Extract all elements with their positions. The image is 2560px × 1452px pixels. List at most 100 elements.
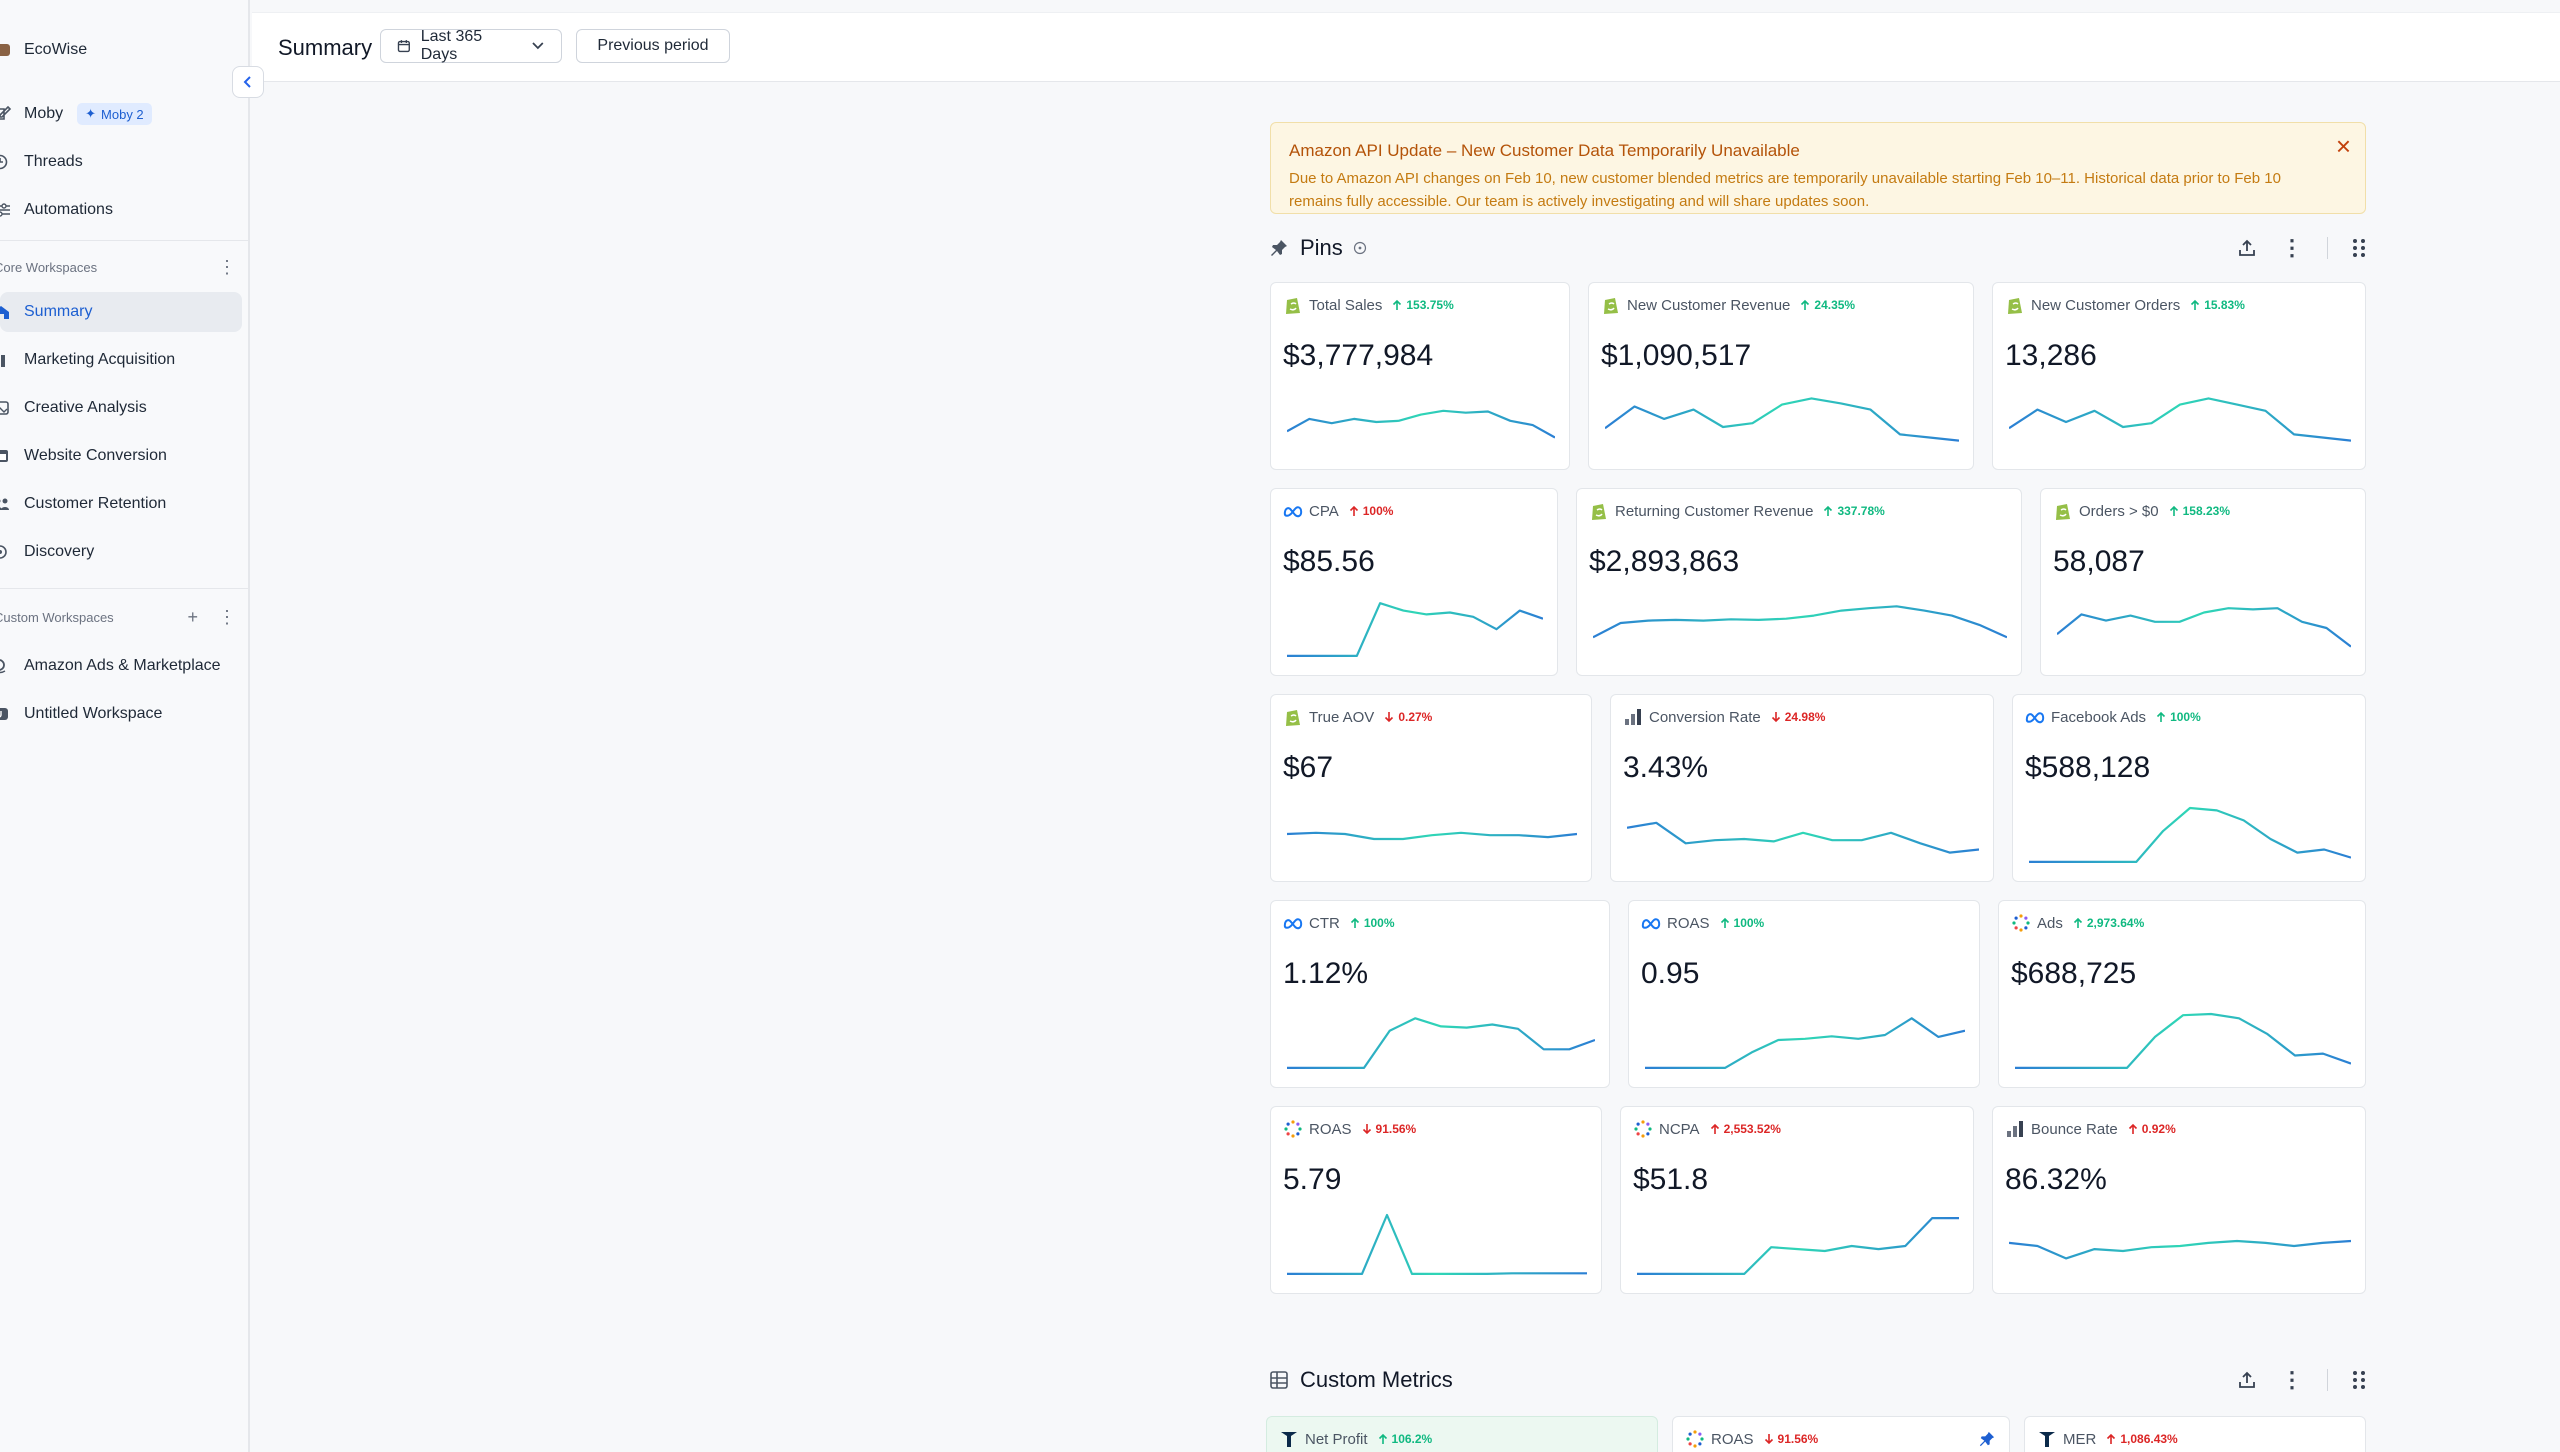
collapse-sidebar-button[interactable] [232,66,264,98]
sparkline-series [1593,605,2007,639]
metric-card[interactable]: Ads 2,973.64% $688,725 [1998,900,2366,1088]
add-workspace-icon[interactable]: + [187,606,198,627]
sidebar-item-marketing-acquisition[interactable]: Marketing Acquisition [0,340,242,380]
metric-card[interactable]: CTR 100% 1.12% [1270,900,1610,1088]
metric-card[interactable]: Returning Customer Revenue 337.78% $2,893,… [1576,488,2022,676]
custom-metric-card[interactable]: ROAS 91.56% [1672,1416,2010,1452]
metric-card[interactable]: ROAS 91.56% 5.79 [1270,1106,1602,1294]
sidebar-item-summary[interactable]: Summary [0,292,242,332]
arrow-up-icon [2191,299,2200,310]
metric-header: ROAS 91.56% [1283,1119,1416,1139]
pixel-icon [1686,1430,1704,1448]
info-icon[interactable] [1353,241,1367,255]
metric-card[interactable]: Total Sales 153.75% $3,777,984 [1270,282,1570,470]
metric-header: MER 1,086.43% [2037,1429,2178,1449]
sidebar-item-moby[interactable]: Moby ✦ Moby 2 [0,94,242,134]
drag-handle-icon[interactable] [2352,1370,2366,1390]
export-icon[interactable] [2237,1370,2257,1390]
export-icon[interactable] [2237,238,2257,258]
store-logo-icon [0,42,12,58]
more-icon[interactable]: ⋮ [218,606,236,627]
metric-label: Orders > $0 [2079,502,2159,520]
metric-card[interactable]: NCPA 2,553.52% $51.8 [1620,1106,1974,1294]
metric-header: Orders > $0 158.23% [2053,501,2230,521]
metric-card[interactable]: Bounce Rate 0.92% 86.32% [1992,1106,2366,1294]
custom-metric-card[interactable]: Net Profit 106.2% [1266,1416,1658,1452]
sidebar-item-label: Threads [24,153,83,170]
metric-card[interactable]: True AOV 0.27% $67 [1270,694,1592,882]
metric-change: 100% [1350,916,1395,930]
metric-label: Returning Customer Revenue [1615,502,1814,520]
metric-value: 13,286 [2005,339,2097,372]
date-range-picker[interactable]: Last 365 Days [380,28,562,63]
more-icon[interactable]: ⋮ [2281,235,2303,260]
metric-header: Facebook Ads 100% [2025,707,2201,727]
metric-card[interactable]: New Customer Revenue 24.35% $1,090,517 [1588,282,1974,470]
page-title: Summary [278,35,373,60]
date-range-label: Last 365 Days [420,28,483,63]
sidebar-item-creative-analysis[interactable]: Creative Analysis [0,388,242,428]
moby-badge[interactable]: ✦ Moby 2 [77,103,152,125]
sparkline-chart [1287,1017,1595,1070]
source-icon [1685,1429,1705,1449]
sidebar-item-discovery[interactable]: Discovery [0,532,242,572]
metric-value: 3.43% [1623,751,1709,784]
sidebar-item-label: Marketing Acquisition [24,351,176,368]
workspace-switcher[interactable]: EcoWise [0,30,242,70]
close-icon[interactable]: × [2335,131,2351,161]
source-icon [1589,501,1609,521]
divider [2327,237,2328,259]
metric-card[interactable]: Conversion Rate 24.98% 3.43% [1610,694,1994,882]
bar-chart-icon [0,352,12,368]
metric-label: ROAS [1711,1430,1754,1448]
sparkline-chart [1287,409,1555,439]
compare-period-button[interactable]: Previous period [576,29,730,63]
arrow-down-icon [1764,1434,1773,1445]
metric-header: True AOV 0.27% [1283,707,1432,727]
sparkline-series [2015,1012,2351,1070]
source-icon [2005,295,2025,315]
arrow-up-icon [2156,711,2166,722]
sparkline-chart [1637,1216,1959,1276]
sidebar-item-untitled-workspace[interactable]: Untitled Workspace [0,694,242,734]
more-icon[interactable]: ⋮ [2281,1367,2303,1392]
arrow-up-icon [2073,917,2082,928]
source-icon [2037,1429,2057,1449]
more-icon[interactable]: ⋮ [218,256,236,277]
arrow-up-icon [1824,505,1833,516]
meta-icon [1283,918,1303,930]
calendar-icon [397,40,410,53]
sidebar-item-amazon-ads[interactable]: Amazon Ads & Marketplace [0,646,242,686]
metric-label: Bounce Rate [2031,1120,2118,1138]
pin-icon[interactable] [1979,1431,1995,1452]
metric-header: Bounce Rate 0.92% [2005,1119,2176,1139]
metric-change: 2,553.52% [1710,1122,1781,1136]
arrow-down-icon [1362,1124,1371,1135]
metric-value: 1.12% [1283,957,1369,990]
source-icon [1279,1429,1299,1449]
sidebar-item-label: Discovery [24,543,95,560]
metric-header: ROAS 91.56% [1685,1429,1818,1449]
metric-card[interactable]: CPA 100% $85.56 [1270,488,1558,676]
metric-card[interactable]: Facebook Ads 100% $588,128 [2012,694,2366,882]
source-icon [1283,913,1303,933]
metric-value: 58,087 [2053,545,2145,578]
metric-header: ROAS 100% [1641,913,1764,933]
drag-handle-icon[interactable] [2352,238,2366,258]
core-workspaces-header: Core Workspaces ⋮ [0,256,236,277]
meta-icon [1283,506,1303,518]
sidebar-item-customer-retention[interactable]: Customer Retention [0,484,242,524]
image-icon [0,400,12,416]
metric-change: 24.98% [1771,710,1825,724]
custom-metric-card[interactable]: MER 1,086.43% [2024,1416,2366,1452]
metric-card[interactable]: Orders > $0 158.23% 58,087 [2040,488,2366,676]
metric-card[interactable]: New Customer Orders 15.83% 13,286 [1992,282,2366,470]
arrow-up-icon [2128,1123,2137,1134]
metric-change: 2,973.64% [2073,916,2144,930]
sidebar-item-website-conversion[interactable]: Website Conversion [0,436,242,476]
metric-header: CTR 100% [1283,913,1395,933]
sidebar-item-automations[interactable]: Automations [0,190,242,230]
sidebar-item-threads[interactable]: Threads [0,142,242,182]
metric-card[interactable]: ROAS 100% 0.95 [1628,900,1980,1088]
alert-body: Due to Amazon API changes on Feb 10, new… [1289,170,2281,210]
